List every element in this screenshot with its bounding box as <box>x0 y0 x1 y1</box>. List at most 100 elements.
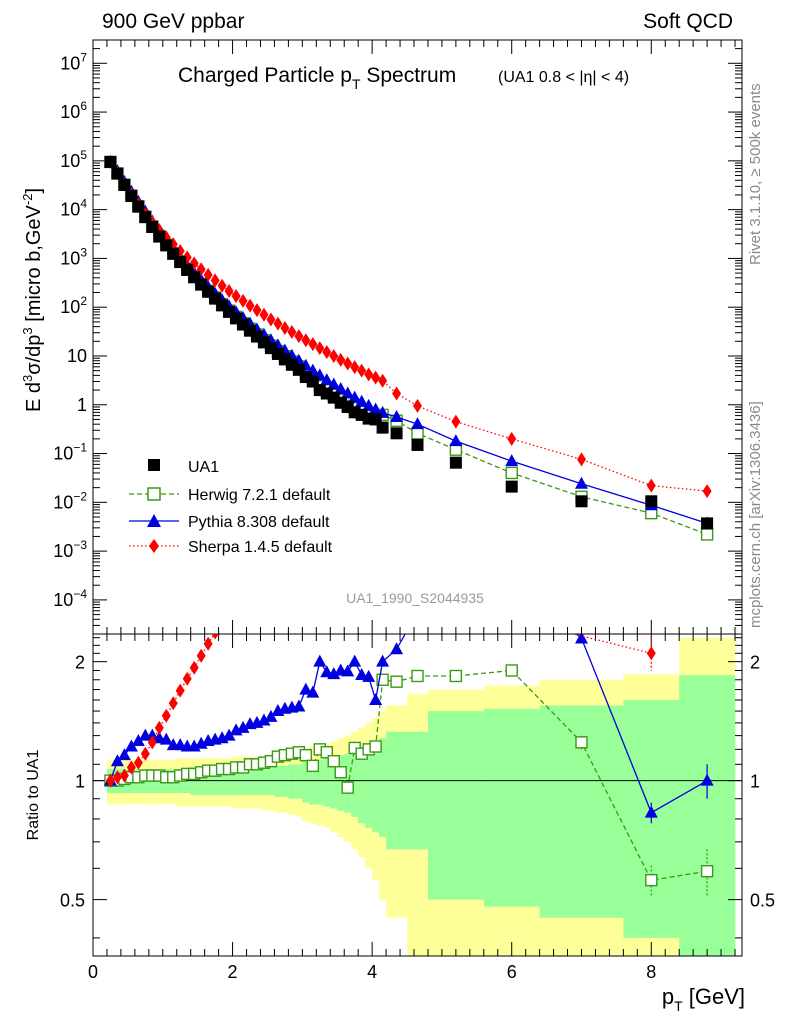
ratio-point-herwig <box>390 675 403 688</box>
ratio-band-inner <box>281 765 289 797</box>
ratio-point-pythia <box>299 682 313 695</box>
legend-label-herwig: Herwig 7.2.1 default <box>188 487 331 504</box>
main-point-sherpa <box>364 367 374 382</box>
legend-label-ua1: UA1 <box>188 459 219 476</box>
main-point-sherpa <box>357 363 367 378</box>
main-y-tick-label: 107 <box>60 50 87 73</box>
ratio-band-inner <box>197 767 205 795</box>
ratio-band-inner <box>372 740 380 833</box>
main-y-tick-label: 105 <box>60 148 87 171</box>
ratio-point-herwig <box>334 766 347 779</box>
ratio-point-sherpa <box>189 660 199 675</box>
main-point-ua1 <box>645 495 658 508</box>
ratio-point-pythia <box>117 748 131 761</box>
ratio-point-sherpa <box>182 671 192 686</box>
ratio-point-pythia <box>505 567 518 579</box>
ratio-frame <box>92 633 743 957</box>
main-y-tick-label: 106 <box>60 99 87 122</box>
main-point-sherpa <box>217 278 227 293</box>
ratio-band-inner <box>218 767 226 795</box>
ratio-clip-group <box>103 560 714 897</box>
main-point-sherpa <box>175 243 185 258</box>
main-point-sherpa <box>329 348 339 363</box>
main-y-tick-label-exp: −3 <box>73 538 87 552</box>
analysis-id-label: UA1_1990_S2044935 <box>346 590 484 606</box>
ratio-point-pythia <box>362 669 376 682</box>
main-point-ua1 <box>376 421 389 434</box>
main-y-tick-label-exp: −2 <box>73 489 87 503</box>
ratio-point-sherpa <box>119 768 129 783</box>
ratio-point-sherpa <box>203 636 213 651</box>
ratio-point-sherpa <box>239 581 248 595</box>
main-point-ua1 <box>449 456 462 469</box>
main-point-ua1 <box>575 495 588 508</box>
main-point-ua1 <box>139 211 152 224</box>
ratio-point-sherpa <box>211 634 219 640</box>
chart-title-rest: Spectrum <box>361 64 457 87</box>
ratio-point-pythia <box>306 685 320 698</box>
main-point-sherpa <box>224 283 234 298</box>
ratio-point-pythia <box>257 713 271 726</box>
ratio-point-herwig <box>306 759 320 773</box>
main-y-tick-label-base: 10 <box>60 53 80 73</box>
main-point-sherpa <box>343 356 353 371</box>
ratio-band-inner <box>358 746 366 824</box>
ratio-band-inner <box>204 767 212 795</box>
chart-title-suffix: (UA1 0.8 < |η| < 4) <box>498 69 629 86</box>
main-y-axis-label: E d3σ/dp3 [micro b,GeV-2] <box>20 188 45 412</box>
main-point-sherpa <box>252 303 262 318</box>
ratio-band-inner <box>190 767 198 795</box>
main-point-ua1 <box>411 438 424 451</box>
main-y-tick-label: 103 <box>60 245 87 268</box>
chart-title: Charged Particle pT Spectrum <box>178 64 456 92</box>
chart-title-main: Charged Particle p <box>178 64 352 87</box>
main-point-sherpa <box>413 398 422 413</box>
main-point-sherpa <box>371 370 381 385</box>
main-point-ua1 <box>701 517 714 530</box>
ratio-band-inner <box>225 767 233 795</box>
main-point-sherpa <box>315 341 325 356</box>
ratio-point-sherpa <box>105 773 115 788</box>
main-y-tick-label-base: 10 <box>53 590 73 610</box>
x-tick-label: 2 <box>228 962 238 982</box>
main-y-tick-label-base: 10 <box>60 102 80 122</box>
main-y-tick-label: 104 <box>60 197 87 220</box>
ratio-point-herwig <box>449 669 463 683</box>
main-y-tick-label-base: 10 <box>60 200 80 220</box>
ratio-axes: 0 2 4 6 8 0.5 0.5 1 1 2 2 <box>60 633 775 982</box>
main-line-herwig <box>109 161 708 536</box>
ratio-point-sherpa <box>140 746 150 761</box>
ratio-point-herwig <box>700 865 714 878</box>
ratio-point-sherpa <box>161 708 171 723</box>
ratio-band-inner <box>239 767 247 795</box>
main-point-pythia <box>369 402 383 415</box>
main-point-ua1 <box>505 480 518 493</box>
ratio-point-sherpa <box>225 604 234 618</box>
main-y-tick-label-base: 10 <box>53 541 73 561</box>
main-y-tick-label-exp: 7 <box>80 50 87 64</box>
ratio-point-pythia <box>264 709 278 722</box>
main-point-ua1 <box>390 427 403 440</box>
ratio-point-herwig <box>645 873 658 887</box>
main-y-tick-label-exp: −4 <box>73 587 87 601</box>
ratio-point-sherpa <box>147 735 157 750</box>
main-series-group <box>103 154 714 541</box>
ratio-point-sherpa <box>133 755 143 770</box>
main-point-ua1 <box>111 167 124 180</box>
ratio-band-inner <box>337 755 345 811</box>
ratio-y-axis-label: Ratio to UA1 <box>25 750 42 841</box>
ratio-y-tick-label-right: 0.5 <box>750 891 775 911</box>
main-point-ua1 <box>104 155 117 168</box>
main-point-ua1 <box>132 200 145 213</box>
ratio-band-inner <box>274 765 282 797</box>
main-point-sherpa <box>259 307 269 322</box>
ratio-y-tick-label-left: 0.5 <box>60 891 85 911</box>
ratio-point-pythia <box>313 654 327 667</box>
ratio-point-pythia <box>700 773 714 786</box>
main-line-sherpa <box>109 161 708 492</box>
ratio-band-inner <box>407 731 429 850</box>
main-y-tick-label: 1 <box>77 395 87 415</box>
main-point-sherpa <box>266 312 276 327</box>
ratio-point-sherpa <box>252 560 261 574</box>
